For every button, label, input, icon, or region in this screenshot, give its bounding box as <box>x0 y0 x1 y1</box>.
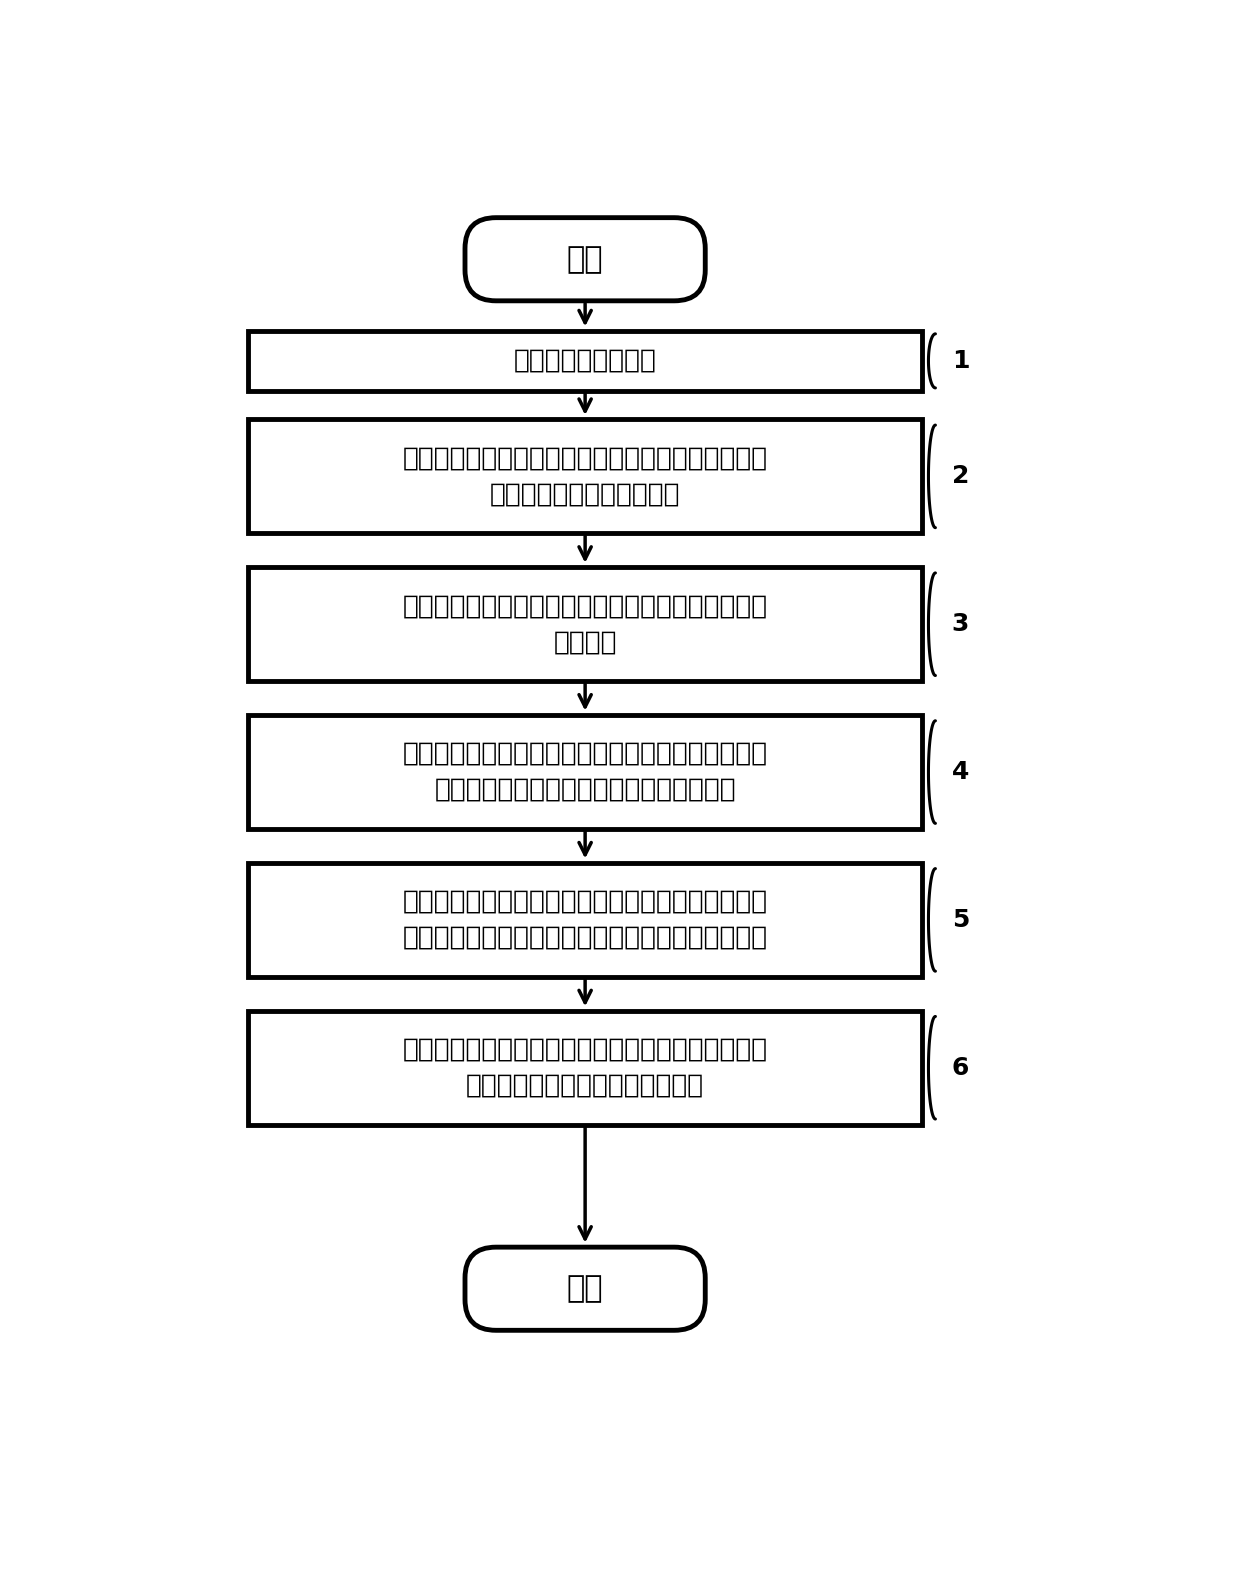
Text: 去除光刻胶及剩余的刻蚀阻挡层，得到侧壁光滑、陋
直、可控的厚介质离子注入掩蔽层: 去除光刻胶及剩余的刻蚀阻挡层，得到侧壁光滑、陋 直、可控的厚介质离子注入掩蔽层 <box>403 1036 768 1099</box>
Text: 在刻蚀阻挡层上涂敷光刻胶，采用光刻显影技术在刻
蚀阻挡层表面形成选择性高温离子区域窗口: 在刻蚀阻挡层上涂敷光刻胶，采用光刻显影技术在刻 蚀阻挡层表面形成选择性高温离子区… <box>403 741 768 804</box>
FancyBboxPatch shape <box>465 218 706 301</box>
Bar <box>248 567 923 681</box>
Bar <box>248 419 923 534</box>
Text: 在碳化硅外延衬底表面生长足以抑挡高温高能量离子
注入的高温离子注入掩蔽层: 在碳化硅外延衬底表面生长足以抑挡高温高能量离子 注入的高温离子注入掩蔽层 <box>403 446 768 507</box>
Bar <box>248 1011 923 1124</box>
Text: 从选择性高温离子区域窗口依次对刻蚀阻挡层和高温
离子注入掩蔽层进行刻蚀直至碳化硅外延衬底的表面: 从选择性高温离子区域窗口依次对刻蚀阻挡层和高温 离子注入掩蔽层进行刻蚀直至碳化硅… <box>403 889 768 951</box>
Text: 5: 5 <box>952 907 970 933</box>
Text: 6: 6 <box>952 1055 970 1080</box>
Text: 结束: 结束 <box>567 1275 604 1303</box>
Text: 在高温离子注入掩蔽层上生长用于控制刻蚀工艺的刻
蚀阻挡层: 在高温离子注入掩蔽层上生长用于控制刻蚀工艺的刻 蚀阻挡层 <box>403 593 768 655</box>
Bar <box>248 714 923 829</box>
Text: 3: 3 <box>952 612 970 636</box>
Text: 清洗碳化硅外延衬底: 清洗碳化硅外延衬底 <box>513 349 656 374</box>
Bar <box>248 331 923 391</box>
FancyBboxPatch shape <box>465 1247 706 1330</box>
Text: 2: 2 <box>952 465 970 488</box>
Text: 开始: 开始 <box>567 245 604 273</box>
Bar <box>248 864 923 977</box>
Text: 4: 4 <box>952 760 970 783</box>
Text: 1: 1 <box>952 349 970 374</box>
